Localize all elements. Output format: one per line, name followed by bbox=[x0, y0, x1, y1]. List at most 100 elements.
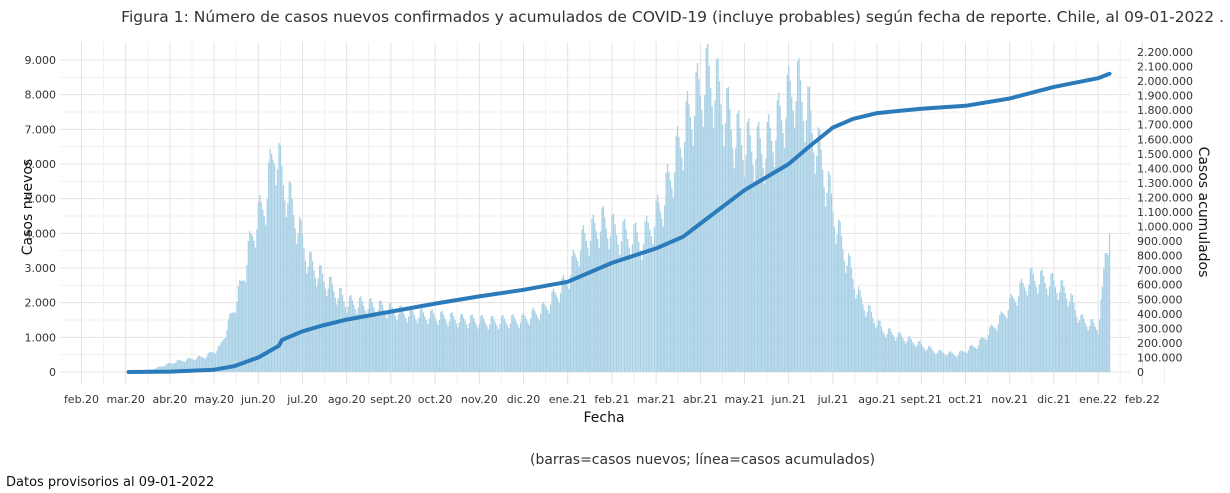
bar bbox=[409, 307, 411, 372]
bar bbox=[1053, 280, 1055, 372]
bar bbox=[457, 327, 459, 372]
bar bbox=[807, 86, 809, 372]
bar bbox=[1098, 319, 1101, 372]
bar bbox=[973, 346, 975, 372]
bar bbox=[795, 101, 797, 373]
bar bbox=[802, 120, 805, 372]
bar bbox=[862, 304, 864, 372]
bar bbox=[484, 322, 486, 372]
bar bbox=[470, 315, 472, 372]
bar bbox=[412, 311, 414, 372]
bar bbox=[755, 159, 757, 372]
bar bbox=[210, 351, 212, 372]
bar bbox=[1000, 311, 1002, 372]
bar bbox=[658, 202, 660, 372]
bar bbox=[839, 221, 841, 372]
bar bbox=[194, 360, 196, 372]
bar bbox=[413, 315, 416, 372]
bar bbox=[676, 126, 679, 372]
bar bbox=[229, 313, 231, 372]
bar bbox=[869, 305, 871, 372]
bar bbox=[353, 304, 355, 372]
x-tick-label: nov.21 bbox=[991, 393, 1028, 406]
bar bbox=[497, 328, 500, 372]
bar bbox=[337, 297, 339, 372]
bar bbox=[517, 324, 519, 372]
bar bbox=[431, 309, 433, 372]
bar bbox=[489, 324, 491, 372]
bar bbox=[213, 352, 215, 372]
bar bbox=[347, 306, 349, 372]
bar bbox=[704, 95, 706, 372]
bar bbox=[721, 124, 724, 372]
bar bbox=[290, 182, 292, 372]
bar bbox=[732, 148, 734, 372]
bar bbox=[608, 249, 610, 372]
x-axis: feb.20 mar.20 abr.20 may.20 jun.20 jul.20 ago.… bbox=[64, 393, 1160, 406]
bar bbox=[307, 266, 309, 372]
bar bbox=[542, 302, 545, 372]
y-right-tick-label: 700.000 bbox=[1137, 264, 1183, 277]
bar bbox=[779, 106, 781, 372]
bar bbox=[678, 136, 680, 372]
bar bbox=[899, 332, 901, 372]
bar bbox=[863, 310, 865, 372]
bar bbox=[840, 235, 843, 372]
bar bbox=[182, 361, 184, 372]
bar bbox=[652, 244, 654, 372]
bar bbox=[530, 318, 532, 372]
bar bbox=[575, 257, 577, 372]
bar bbox=[217, 346, 220, 372]
bar bbox=[348, 296, 351, 372]
bar bbox=[1010, 293, 1012, 372]
bar bbox=[242, 280, 244, 372]
bar bbox=[896, 337, 898, 372]
bar bbox=[649, 229, 651, 372]
bar bbox=[544, 304, 546, 372]
bar bbox=[224, 337, 227, 372]
y-left-axis: 0 1.000 2.000 3.000 4.000 5.000 6.000 7.000 8.00… bbox=[25, 54, 57, 379]
bar bbox=[726, 88, 728, 372]
bar bbox=[1007, 310, 1009, 372]
bar bbox=[920, 344, 922, 372]
bar bbox=[251, 236, 254, 372]
bar bbox=[447, 326, 449, 372]
bar bbox=[338, 287, 341, 372]
y-right-tick-label: 1.800.000 bbox=[1137, 104, 1193, 117]
bar bbox=[1057, 299, 1059, 372]
bar bbox=[326, 296, 328, 372]
bar bbox=[387, 312, 389, 372]
bar bbox=[209, 351, 211, 372]
bar bbox=[214, 353, 217, 372]
bar bbox=[785, 118, 787, 372]
bar bbox=[548, 313, 550, 372]
bar bbox=[1050, 273, 1052, 372]
bar bbox=[623, 218, 626, 372]
bar bbox=[1074, 310, 1076, 372]
y-axis-right-title: Casos acumulados bbox=[1195, 147, 1211, 278]
bar bbox=[804, 142, 806, 372]
y-left-tick-label: 5.000 bbox=[25, 193, 57, 206]
bar bbox=[768, 114, 770, 373]
bar bbox=[684, 142, 686, 372]
bar bbox=[691, 129, 693, 372]
bar bbox=[574, 253, 576, 372]
y-right-tick-label: 1.300.000 bbox=[1137, 177, 1193, 190]
bar bbox=[644, 221, 646, 372]
bar bbox=[223, 338, 225, 372]
bar bbox=[866, 312, 868, 372]
x-tick-label: sept.20 bbox=[370, 393, 411, 406]
bar bbox=[846, 265, 848, 372]
bar bbox=[882, 331, 884, 372]
bar bbox=[341, 294, 344, 372]
bar bbox=[281, 165, 283, 372]
x-tick-label: ene.22 bbox=[1079, 393, 1117, 406]
bar bbox=[821, 169, 824, 372]
bar bbox=[585, 240, 587, 372]
bar bbox=[472, 318, 475, 372]
bar bbox=[819, 128, 821, 372]
bar bbox=[376, 316, 378, 372]
bar bbox=[445, 322, 448, 372]
bar bbox=[793, 127, 796, 372]
bar bbox=[406, 322, 408, 372]
